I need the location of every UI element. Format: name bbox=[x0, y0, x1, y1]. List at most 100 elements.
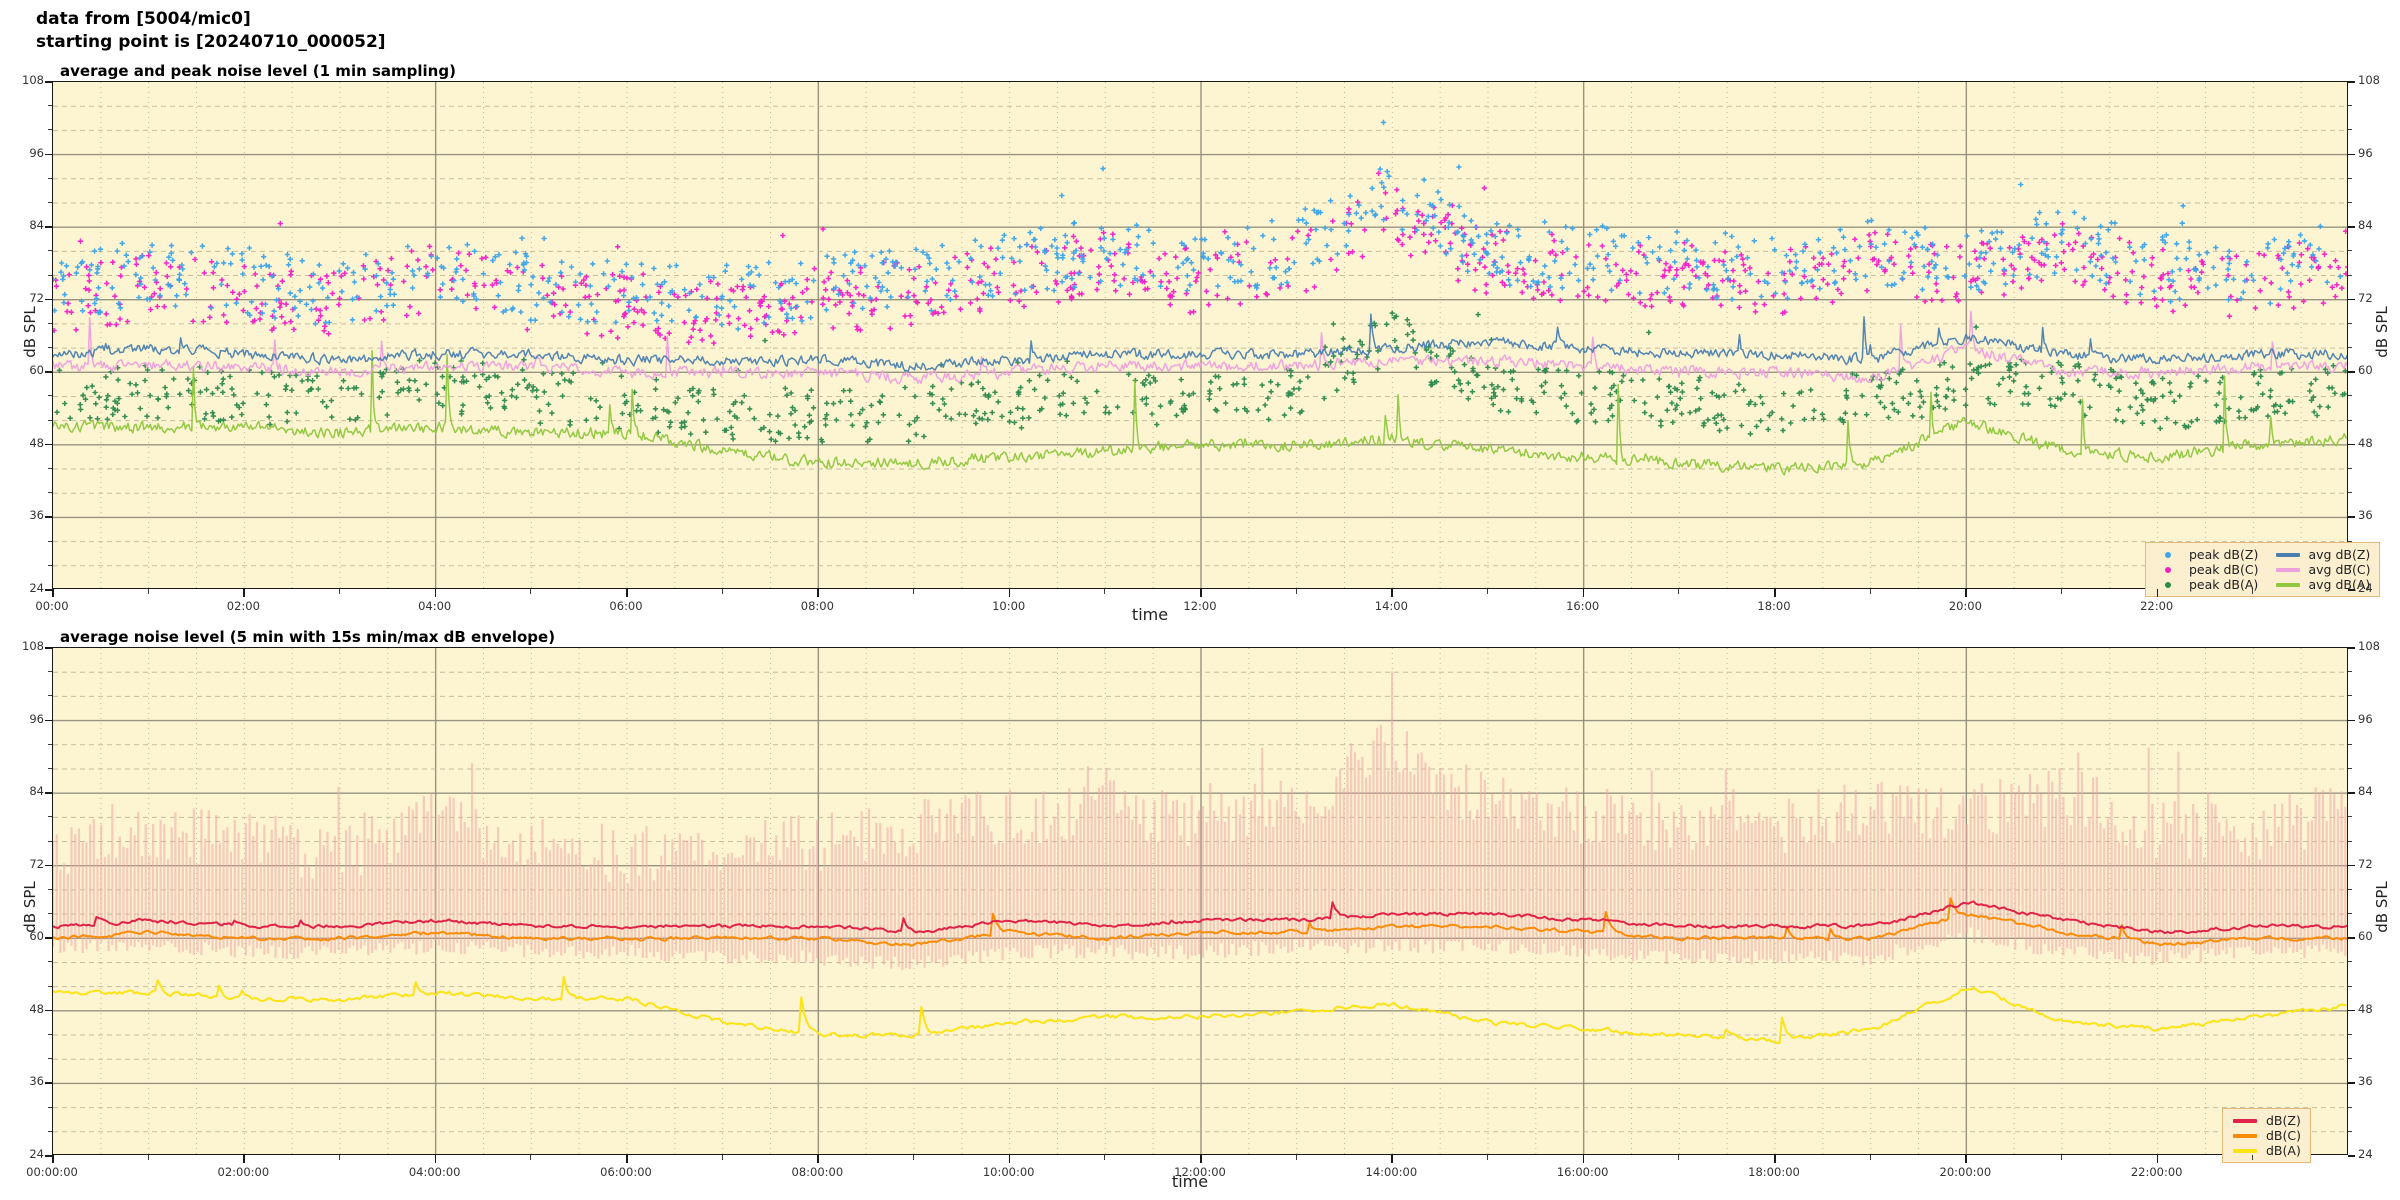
chart-top-ytickmark-minor bbox=[48, 201, 52, 203]
chart-bottom-xtickmark-minor bbox=[1487, 1155, 1488, 1160]
chart-top-legend-item[interactable]: avg dB(C) bbox=[2275, 562, 2370, 577]
chart-top-ytick-right: 48 bbox=[2358, 435, 2373, 450]
chart-top-ytickmark-minor bbox=[48, 419, 52, 421]
chart-top-ytickmark-minor bbox=[2348, 492, 2352, 494]
chart-bottom-ytickmark-minor bbox=[2348, 961, 2352, 963]
chart-top-xtickmark bbox=[1008, 589, 1011, 597]
chart-top-ytickmark bbox=[2348, 371, 2355, 373]
chart-bottom-legend-item-label: dB(A) bbox=[2266, 1143, 2301, 1158]
chart-top-ytickmark-minor bbox=[48, 177, 52, 179]
chart-bottom-legend-item[interactable]: dB(Z) bbox=[2232, 1113, 2301, 1128]
chart-bottom-legend[interactable]: dB(Z) dB(C) dB(A) bbox=[2222, 1108, 2311, 1163]
chart-top-xtickmark-minor bbox=[2252, 589, 2254, 594]
starting-point-line: starting point is [20240710_000052] bbox=[36, 31, 386, 52]
chart-bottom-ytick-left: 96 bbox=[29, 711, 44, 726]
chart-bottom-ytickmark bbox=[2348, 1155, 2355, 1157]
chart-bottom-ytickmark-minor bbox=[48, 1034, 52, 1036]
chart-bottom-ytickmark-minor bbox=[48, 1130, 52, 1132]
chart-top-ytickmark bbox=[2348, 298, 2355, 301]
chart-bottom-ytick-right: 72 bbox=[2358, 856, 2373, 871]
chart-bottom-ytick-left: 60 bbox=[29, 929, 44, 944]
chart-bottom-ytickmark bbox=[2348, 719, 2355, 722]
chart-top-xtickmark bbox=[1965, 589, 1967, 597]
chart-bottom-ytickmark bbox=[45, 647, 52, 649]
chart-top-xtickmark bbox=[1582, 589, 1585, 597]
chart-top-plot-area[interactable] bbox=[52, 81, 2348, 589]
chart-top-ytickmark bbox=[45, 371, 52, 373]
chart-bottom-ytickmark-minor bbox=[48, 743, 52, 745]
chart-bottom-xtick: 10:00:00 bbox=[982, 1165, 1035, 1179]
chart-bottom-ytickmark bbox=[2348, 937, 2355, 939]
chart-top-ytick-right: 84 bbox=[2358, 218, 2373, 233]
chart-top-legend-item[interactable]: peak dB(Z) bbox=[2155, 547, 2259, 562]
chart-bottom-ytickmark bbox=[45, 1082, 52, 1084]
chart-bottom-ytick-right: 96 bbox=[2358, 711, 2373, 726]
chart-top-ytickmark-minor bbox=[48, 540, 52, 542]
chart-bottom-ytickmark-minor bbox=[2348, 1106, 2352, 1108]
chart-top-ytickmark-minor bbox=[48, 105, 52, 107]
chart-bottom-ytickmark bbox=[2348, 864, 2355, 867]
chart-bottom-ytickmark-minor bbox=[2348, 1130, 2352, 1132]
chart-top-xlabel: time bbox=[1131, 605, 1169, 624]
chart-bottom-xtickmark-minor bbox=[339, 1155, 340, 1160]
chart-bottom-xtick: 08:00:00 bbox=[791, 1165, 844, 1179]
chart-top-ytickmark-minor bbox=[48, 322, 52, 324]
chart-bottom-ytickmark-minor bbox=[48, 671, 52, 673]
chart-top-legend-item[interactable]: avg dB(Z) bbox=[2275, 547, 2371, 562]
chart-top-ytickmark bbox=[2348, 589, 2355, 591]
chart-top-xtick: 14:00 bbox=[1374, 599, 1408, 613]
chart-top-ytickmark bbox=[2348, 443, 2355, 446]
chart-bottom-xtickmark bbox=[52, 1155, 54, 1163]
chart-top-legend-item[interactable]: peak dB(A) bbox=[2155, 577, 2259, 592]
chart-bottom-xtickmark-minor bbox=[1869, 1155, 1871, 1160]
chart-top-ytickmark bbox=[45, 153, 52, 156]
legend-line-icon bbox=[2275, 564, 2301, 575]
chart-bottom-xtickmark bbox=[817, 1155, 819, 1163]
chart-top-ytickmark-minor bbox=[2348, 564, 2352, 566]
chart-bottom-ytickmark-minor bbox=[48, 816, 52, 818]
chart-bottom-ytickmark bbox=[2348, 1082, 2355, 1084]
chart-bottom-xtick: 20:00:00 bbox=[1939, 1165, 1992, 1179]
chart-bottom-ytickmark bbox=[2348, 647, 2355, 649]
chart-bottom-xtick: 12:00:00 bbox=[1174, 1165, 1226, 1179]
chart-bottom-xtickmark-minor bbox=[2061, 1155, 2062, 1160]
chart-bottom-legend-item[interactable]: dB(A) bbox=[2232, 1143, 2301, 1158]
chart-bottom-legend-item[interactable]: dB(C) bbox=[2232, 1128, 2301, 1143]
chart-top-legend-item[interactable]: peak dB(C) bbox=[2155, 562, 2259, 577]
chart-bottom-ytickmark-minor bbox=[2348, 743, 2352, 745]
chart-top-ytickmark bbox=[45, 81, 52, 83]
chart-bottom-ytick-right: 48 bbox=[2358, 1001, 2373, 1016]
chart-top-ytickmark bbox=[2348, 153, 2355, 156]
chart-top-ytick-right: 72 bbox=[2358, 290, 2373, 305]
chart-top-xtickmark-minor bbox=[721, 589, 723, 594]
chart-top-xtickmark-minor bbox=[2061, 589, 2062, 594]
chart-bottom-ytick-left: 24 bbox=[29, 1147, 44, 1161]
chart-top-legend[interactable]: peak dB(Z) peak dB(C) peak dB(A) avg dB(Z) a… bbox=[2145, 542, 2381, 597]
chart-top-ytickmark-minor bbox=[48, 129, 52, 131]
chart-bottom-xtickmark-minor bbox=[721, 1155, 723, 1160]
legend-line-icon bbox=[2232, 1115, 2258, 1126]
chart-top-legend-item-label: avg dB(Z) bbox=[2308, 547, 2371, 562]
chart-top-ytickmark-minor bbox=[2348, 177, 2352, 179]
legend-dot-icon bbox=[2155, 579, 2181, 590]
chart-top-xtickmark bbox=[626, 589, 628, 597]
legend-line-icon bbox=[2275, 549, 2301, 560]
chart-bottom-legend-item-label: dB(Z) bbox=[2266, 1113, 2301, 1128]
chart-top-xtickmark bbox=[434, 589, 437, 597]
chart-top-legend-item[interactable]: avg dB(A) bbox=[2275, 577, 2371, 592]
chart-top-xtickmark-minor bbox=[530, 589, 532, 594]
chart-top-title: average and peak noise level (1 min samp… bbox=[60, 62, 456, 80]
chart-top-xtickmark-minor bbox=[913, 589, 914, 594]
chart-bottom-ytickmark-minor bbox=[48, 888, 52, 890]
chart-bottom-legend-column: dB(Z) dB(C) dB(A) bbox=[2232, 1113, 2301, 1158]
chart-bottom-ytickmark-minor bbox=[2348, 1058, 2352, 1060]
chart-top-xtickmark bbox=[2156, 589, 2159, 597]
chart-top-ytickmark-minor bbox=[2348, 540, 2352, 542]
chart-top-xtickmark-minor bbox=[1869, 589, 1871, 594]
chart-top-xtick: 12:00 bbox=[1183, 599, 1217, 613]
chart-bottom-plot-area[interactable] bbox=[52, 647, 2348, 1155]
chart-bottom-xtickmark bbox=[1008, 1155, 1011, 1163]
chart-top-ytickmark-minor bbox=[2348, 322, 2352, 324]
chart-bottom-xtickmark bbox=[1200, 1155, 1202, 1163]
legend-line-icon bbox=[2232, 1145, 2258, 1156]
